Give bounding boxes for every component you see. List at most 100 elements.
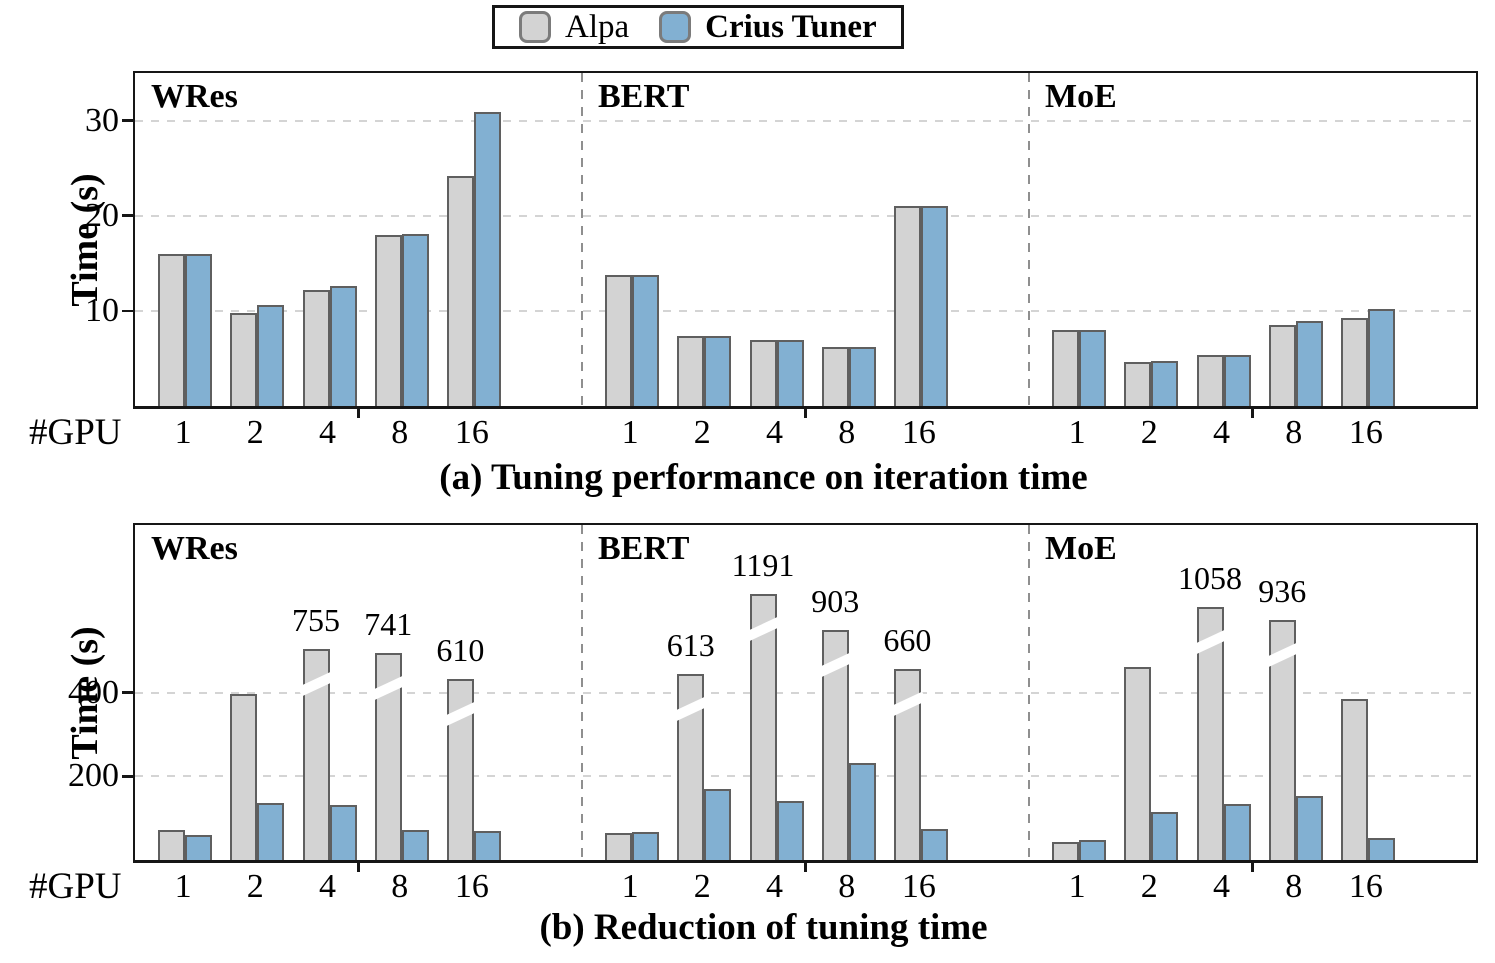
bar-crius-wres-gpu8 <box>401 233 429 406</box>
x-tick-label: 4 <box>1213 414 1230 451</box>
bar-alpa-moe-gpu1 <box>1052 329 1080 406</box>
bar-crius-moe-gpu1 <box>1079 329 1107 406</box>
bar-alpa-wres-gpu1 <box>158 253 186 406</box>
x-tick-label: 1 <box>1068 414 1086 451</box>
bar-alpa-wres-gpu2 <box>230 693 258 860</box>
section-mid-tick <box>804 863 807 872</box>
x-tick-label: 8 <box>391 868 409 905</box>
bar-alpa-wres-gpu2 <box>230 312 258 406</box>
x-tick-label: 1 <box>174 868 192 905</box>
bar-crius-wres-gpu4 <box>329 804 357 860</box>
x-tick-label: 2 <box>246 414 264 451</box>
x-tick-label: 16 <box>454 868 489 905</box>
bar-crius-moe-gpu1 <box>1079 840 1107 860</box>
bar-alpa-moe-gpu4 <box>1191 606 1229 860</box>
bar-value-annotation: 936 <box>1258 572 1307 609</box>
bar-crius-moe-gpu8 <box>1295 321 1323 406</box>
section-label-bert: BERT <box>598 530 690 567</box>
gridline-y-30 <box>135 119 1476 122</box>
bar-alpa-bert-gpu16 <box>888 669 927 860</box>
bar-alpa-moe-gpu16 <box>1340 317 1368 406</box>
bar-alpa-wres-gpu16 <box>446 175 474 406</box>
bar-crius-bert-gpu2 <box>704 788 732 860</box>
bar-value-annotation: 903 <box>811 583 860 620</box>
x-tick-label: 8 <box>1285 414 1303 451</box>
bar-alpa-bert-gpu16 <box>893 206 921 406</box>
bar-crius-wres-gpu2 <box>257 803 285 860</box>
legend-label-crius-tuner: Crius Tuner <box>705 9 877 45</box>
bar-alpa-wres-gpu1 <box>158 830 186 860</box>
bar-crius-bert-gpu4 <box>776 340 804 406</box>
gridline-y-20 <box>135 214 1476 217</box>
bar-crius-bert-gpu8 <box>848 763 876 860</box>
y-tick-label-10: 10 <box>85 291 119 329</box>
bar-crius-wres-gpu16 <box>473 112 501 406</box>
bar-crius-moe-gpu16 <box>1367 308 1395 406</box>
x-tick-label: 16 <box>1348 414 1383 451</box>
axis-break-mark <box>297 671 335 696</box>
y-tick-label-30: 30 <box>85 101 119 139</box>
bar-crius-bert-gpu16 <box>920 829 948 860</box>
section-label-moe: MoE <box>1045 530 1117 567</box>
x-tick-label: 2 <box>1140 414 1158 451</box>
x-tick-label: 4 <box>766 414 783 451</box>
panel-a-iteration-time: Time (s) 10 20 30 WRes BERT MoE <box>64 71 1478 418</box>
section-divider <box>580 73 584 406</box>
bar-value-annotation: 610 <box>436 632 485 669</box>
bar-crius-bert-gpu16 <box>920 206 948 406</box>
bar-crius-bert-gpu4 <box>776 801 804 860</box>
y-tick-label-400: 400 <box>68 673 119 711</box>
bar-value-annotation: 1058 <box>1178 559 1242 596</box>
x-tick-label: 2 <box>1140 868 1158 905</box>
bar-crius-moe-gpu16 <box>1367 837 1395 860</box>
section-divider <box>1027 525 1031 860</box>
x-tick-label: 1 <box>1068 868 1086 905</box>
bar-crius-wres-gpu2 <box>257 305 285 406</box>
bar-alpa-moe-gpu4 <box>1196 354 1224 406</box>
gridline-y-10 <box>135 309 1476 312</box>
y-tick-mark-200 <box>121 775 133 778</box>
bar-alpa-moe-gpu2 <box>1124 666 1152 860</box>
y-tick-mark-20 <box>121 214 133 217</box>
bar-crius-moe-gpu8 <box>1295 795 1323 860</box>
legend: Alpa Crius Tuner <box>492 5 904 49</box>
bar-crius-moe-gpu4 <box>1223 803 1251 860</box>
bar-value-annotation: 1191 <box>731 547 795 584</box>
bar-alpa-moe-gpu1 <box>1052 842 1080 860</box>
section-label-wres: WRes <box>151 530 238 567</box>
x-tick-label: 8 <box>391 414 409 451</box>
axis-break-mark <box>1191 629 1229 655</box>
x-axis-row-b: #GPU 1 2 4 8 16 1 2 4 8 16 1 2 4 8 16 <box>29 863 1478 913</box>
bar-alpa-bert-gpu4 <box>744 594 782 860</box>
bar-crius-wres-gpu16 <box>473 831 501 860</box>
bar-crius-wres-gpu1 <box>185 835 213 860</box>
section-mid-tick <box>1251 409 1254 418</box>
bar-alpa-wres-gpu4 <box>297 648 335 860</box>
legend-swatch-alpa <box>519 11 551 43</box>
y-tick-mark-30 <box>121 119 133 122</box>
bar-value-annotation: 613 <box>666 626 715 663</box>
y-tick-mark-10 <box>121 309 133 313</box>
axis-break-mark <box>441 701 480 727</box>
bar-alpa-moe-gpu16 <box>1340 699 1368 860</box>
x-tick-label: 1 <box>621 414 639 451</box>
y-tick-mark-400 <box>121 691 133 694</box>
x-tick-label: 4 <box>766 868 783 905</box>
bar-crius-moe-gpu4 <box>1223 354 1251 406</box>
bar-value-annotation: 741 <box>364 606 413 643</box>
section-label-moe: MoE <box>1045 78 1117 115</box>
caption-a: (a) Tuning performance on iteration time <box>439 457 1088 498</box>
bar-alpa-moe-gpu8 <box>1263 619 1302 860</box>
caption-b: (b) Reduction of tuning time <box>539 907 988 948</box>
section-divider <box>1027 73 1031 406</box>
bar-crius-wres-gpu8 <box>401 830 429 860</box>
bar-crius-moe-gpu2 <box>1151 361 1179 406</box>
bar-alpa-wres-gpu8 <box>369 653 408 860</box>
y-tick-label-20: 20 <box>85 196 119 234</box>
bar-crius-bert-gpu8 <box>848 347 876 406</box>
bar-value-annotation: 755 <box>292 601 340 638</box>
bar-crius-wres-gpu1 <box>185 253 213 406</box>
bar-alpa-moe-gpu2 <box>1124 362 1152 406</box>
panel-b-tuning-time: Time (s) 200 400 WRes 755 741 610 BERT 613 1191 9… <box>64 523 1478 872</box>
legend-label-alpa: Alpa <box>565 9 630 45</box>
